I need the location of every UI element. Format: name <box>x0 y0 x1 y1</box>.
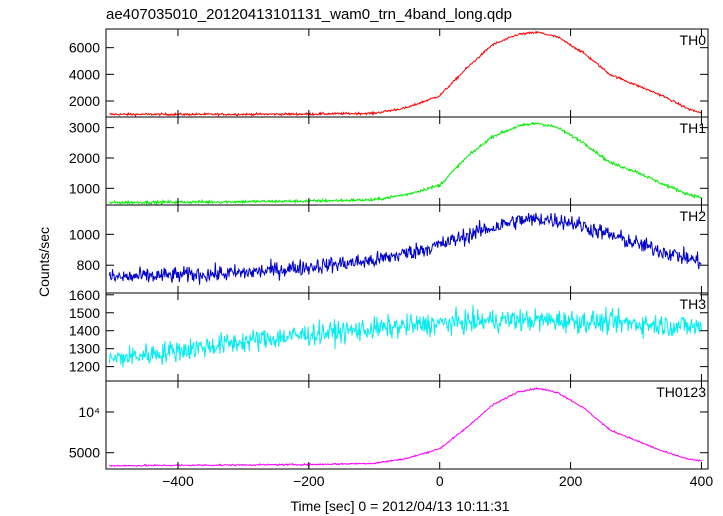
y-tick-label-th1-2: 3000 <box>69 120 100 136</box>
x-axis-label: Time [sec] 0 = 2012/04/13 10:11:31 <box>290 498 509 514</box>
series-line-th1 <box>109 121 702 206</box>
panel-th0123: 5000 10⁴ TH0123 <box>69 380 709 470</box>
y-tick-label-th2-1: 1000 <box>69 226 100 242</box>
y-tick-label-th3-4: 1600 <box>69 287 100 303</box>
y-tick-label-th2-0: 800 <box>77 257 101 273</box>
y-tick-label-th1-0: 1000 <box>69 180 100 196</box>
y-tick-label-th3-2: 1400 <box>69 323 100 339</box>
x-tick-label-1: −200 <box>293 473 325 489</box>
panel-frame-th0123 <box>105 380 709 470</box>
panel-th3: 1200 1300 1400 1500 1600 TH3 <box>69 287 709 382</box>
x-tick-label-2: 0 <box>436 473 444 489</box>
panel-label-th0: TH0 <box>680 32 707 48</box>
panel-label-th0123: TH0123 <box>656 384 706 400</box>
panel-label-th2: TH2 <box>680 208 707 224</box>
y-tick-label-th1-1: 2000 <box>69 150 100 166</box>
y-tick-label-th0-2: 6000 <box>69 40 100 56</box>
chart-title: ae407035010_20120413101131_wam0_trn_4ban… <box>106 6 512 23</box>
y-axis-label: Counts/sec <box>36 227 52 297</box>
series-line-th0123 <box>108 387 702 468</box>
y-tick-label-th0123-1: 10⁴ <box>78 404 100 420</box>
panel-label-th3: TH3 <box>680 296 707 312</box>
panel-frame-th2 <box>105 204 709 294</box>
panel-th0: 2000 4000 6000 TH0 <box>69 28 709 118</box>
panel-frame-th3 <box>105 292 709 382</box>
panel-frame-th1 <box>105 116 709 206</box>
panel-th1: 1000 2000 3000 TH1 <box>69 116 709 206</box>
series-line-th0 <box>109 30 702 118</box>
y-tick-label-th3-0: 1200 <box>69 359 100 375</box>
series-line-th3 <box>108 304 702 368</box>
x-tick-label-0: −400 <box>162 473 194 489</box>
y-tick-label-th0123-0: 5000 <box>69 445 100 461</box>
panel-label-th1: TH1 <box>680 120 707 136</box>
x-tick-label-4: 400 <box>690 473 714 489</box>
y-tick-label-th0-0: 2000 <box>69 93 100 109</box>
x-tick-label-3: 200 <box>559 473 583 489</box>
series-line-th2 <box>108 212 702 285</box>
panel-th2: 800 1000 TH2 <box>69 204 709 294</box>
y-tick-label-th0-1: 4000 <box>69 66 100 82</box>
y-tick-label-th3-1: 1300 <box>69 341 100 357</box>
panel-frame-th0 <box>105 28 709 118</box>
y-tick-label-th3-3: 1500 <box>69 305 100 321</box>
